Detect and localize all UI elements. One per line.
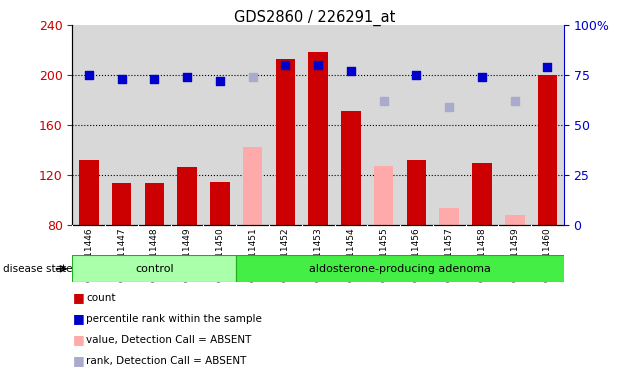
Text: GSM211460: GSM211460 [543,227,552,282]
Point [84,72,94,78]
Text: GDS2860 / 226291_at: GDS2860 / 226291_at [234,10,396,26]
Bar [275,59,295,225]
Text: GSM211456: GSM211456 [412,227,421,282]
Text: ■: ■ [72,354,84,367]
Text: aldosterone-producing adenoma: aldosterone-producing adenoma [309,264,491,274]
Text: GSM211446: GSM211446 [84,227,93,282]
Bar [505,215,525,225]
Text: ■: ■ [72,312,84,325]
Text: GSM211459: GSM211459 [510,227,519,282]
Text: GSM211450: GSM211450 [215,227,224,282]
Point [248,74,258,80]
Text: rank, Detection Call = ABSENT: rank, Detection Call = ABSENT [86,356,247,366]
Bar [537,75,558,225]
Bar [374,166,394,225]
Bar [72,255,236,282]
Text: control: control [135,264,174,274]
Text: GSM211454: GSM211454 [346,227,355,282]
Text: GSM211447: GSM211447 [117,227,126,282]
Bar [243,147,263,225]
Point [215,78,225,84]
Bar [236,255,564,282]
Point [313,62,323,68]
Bar [177,167,197,225]
Point [117,76,127,82]
Text: GSM211452: GSM211452 [281,227,290,282]
Bar [112,184,132,225]
Text: disease state: disease state [3,264,72,274]
Point [510,98,520,104]
Bar [308,53,328,225]
Bar [439,209,459,225]
Point [280,62,290,68]
Point [379,98,389,104]
Text: ■: ■ [72,291,84,304]
Bar [210,182,230,225]
Bar [79,160,99,225]
Bar [144,184,164,225]
Point [444,104,454,110]
Bar [341,111,361,225]
Bar [472,164,492,225]
Text: count: count [86,293,116,303]
Point [346,68,356,74]
Text: GSM211448: GSM211448 [150,227,159,282]
Text: GSM211455: GSM211455 [379,227,388,282]
Text: ■: ■ [72,333,84,346]
Text: percentile rank within the sample: percentile rank within the sample [86,314,262,324]
Point [411,72,421,78]
Point [182,74,192,80]
Text: GSM211451: GSM211451 [248,227,257,282]
Text: GSM211457: GSM211457 [445,227,454,282]
Text: GSM211453: GSM211453 [314,227,323,282]
Bar [406,160,427,225]
Text: value, Detection Call = ABSENT: value, Detection Call = ABSENT [86,335,252,345]
Text: GSM211458: GSM211458 [478,227,486,282]
Text: GSM211449: GSM211449 [183,227,192,282]
Point [477,74,487,80]
Point [149,76,159,82]
Point [542,64,553,70]
